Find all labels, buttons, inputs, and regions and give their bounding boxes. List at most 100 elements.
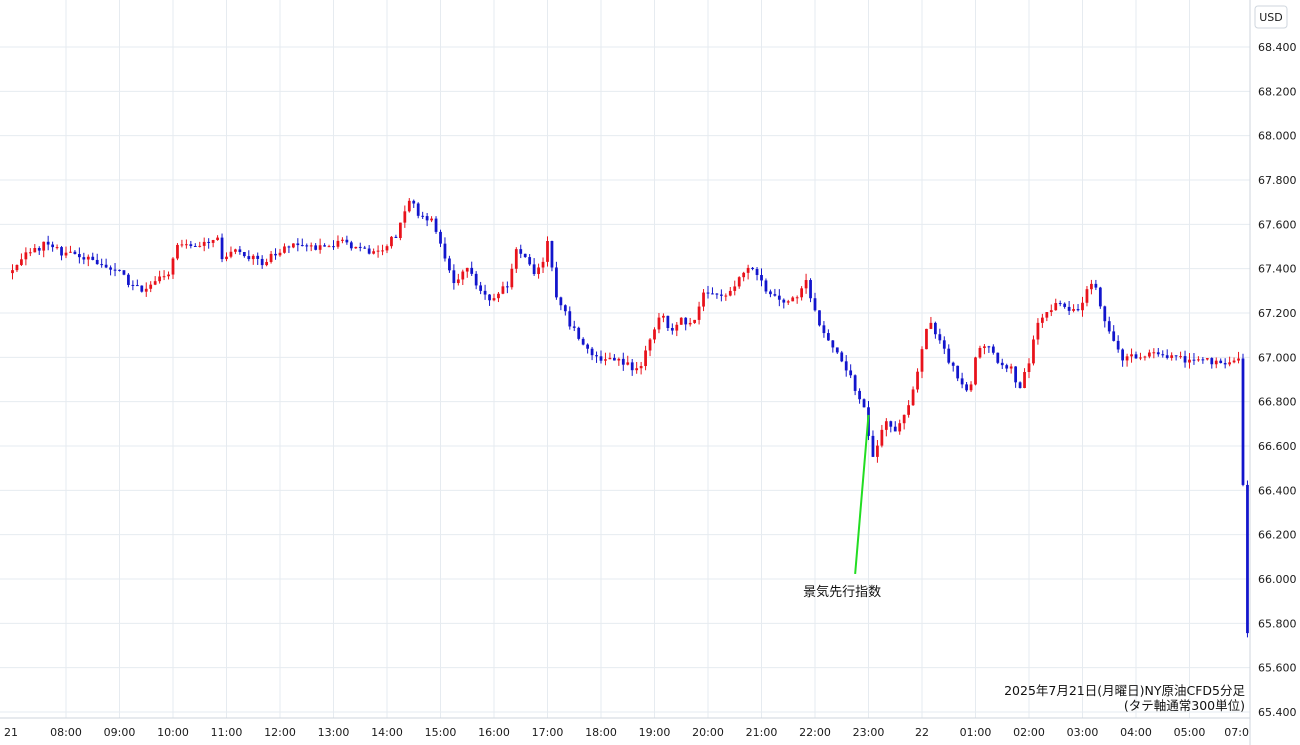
candle <box>974 356 977 386</box>
candle <box>1072 304 1075 313</box>
candle <box>617 357 621 366</box>
x-tick-label: 22:00 <box>799 726 831 739</box>
candle-body <box>572 326 576 328</box>
candle-body <box>1112 331 1116 341</box>
candle-body <box>969 384 973 391</box>
candle-body <box>69 251 72 253</box>
candle-body <box>345 239 349 243</box>
candle <box>800 286 804 301</box>
candle <box>153 276 157 286</box>
candle-body <box>483 290 487 295</box>
candle <box>492 293 496 302</box>
candle <box>434 216 438 234</box>
candle-body <box>46 241 50 245</box>
y-tick-label: 68.200 <box>1258 85 1297 98</box>
candle <box>938 328 942 344</box>
candle-body <box>1192 359 1196 361</box>
candle-body <box>840 352 844 362</box>
candle <box>862 398 866 408</box>
candle <box>541 257 545 273</box>
candle <box>572 320 576 332</box>
candle-body <box>131 284 135 286</box>
candle <box>118 269 121 272</box>
candle <box>211 239 215 248</box>
candle <box>336 235 340 249</box>
candle <box>162 270 166 281</box>
y-tick-label: 67.000 <box>1258 351 1297 364</box>
x-tick-label: 21 <box>4 726 18 739</box>
candle-body <box>1179 356 1182 358</box>
candle-body <box>844 361 848 371</box>
candle-body <box>893 426 897 432</box>
candle-body <box>862 399 866 408</box>
candle <box>73 250 77 255</box>
candle-body <box>349 242 353 249</box>
candle-body <box>461 271 465 280</box>
candle-body <box>434 218 438 232</box>
candle <box>1027 358 1031 379</box>
candle <box>305 243 309 252</box>
candle-body <box>782 299 786 303</box>
candle-body <box>77 254 81 258</box>
candle <box>1246 480 1249 638</box>
candle-body <box>300 245 304 247</box>
candle-body <box>456 279 460 284</box>
candle-body <box>795 297 799 299</box>
candle <box>559 296 563 311</box>
candle-body <box>555 267 558 298</box>
candle <box>372 248 376 255</box>
candle-body <box>381 250 384 252</box>
candle <box>421 211 425 220</box>
candle <box>804 273 808 294</box>
candle-body <box>225 256 228 260</box>
candle-body <box>1116 340 1120 350</box>
candle <box>670 323 674 335</box>
candle-body <box>617 358 621 361</box>
candle <box>1121 348 1125 367</box>
candle-body <box>693 319 697 323</box>
candle-body <box>1228 362 1232 365</box>
candle-body <box>448 258 451 271</box>
candle-body <box>323 245 326 247</box>
candle-body <box>688 322 692 325</box>
candle <box>109 265 112 276</box>
candle-body <box>367 248 371 254</box>
candle <box>822 321 826 338</box>
candle <box>760 268 763 287</box>
candle-body <box>604 359 607 361</box>
candle-body <box>987 346 991 348</box>
candle-body <box>933 322 937 335</box>
candle <box>416 202 420 219</box>
candle-body <box>621 358 625 365</box>
candle-body <box>430 218 433 221</box>
candle <box>933 321 937 339</box>
candle <box>95 253 99 265</box>
candle <box>144 282 148 297</box>
candle <box>202 237 206 252</box>
x-tick-label: 19:00 <box>639 726 671 739</box>
candle <box>978 345 982 359</box>
candle-body <box>1098 287 1102 307</box>
candle-body <box>336 240 340 247</box>
candle <box>242 251 246 258</box>
candle <box>229 246 233 259</box>
candle <box>407 198 411 213</box>
candle <box>332 240 335 250</box>
candle-body <box>1121 349 1125 361</box>
candle-body <box>86 256 90 260</box>
y-tick-label: 67.800 <box>1258 174 1297 187</box>
candle <box>1005 363 1009 373</box>
candle-body <box>577 327 581 339</box>
candle-body <box>1107 321 1111 332</box>
candle-body <box>167 274 170 277</box>
candle-body <box>612 357 616 361</box>
candle <box>1103 305 1107 328</box>
candle-body <box>568 311 572 327</box>
candle-body <box>488 294 491 301</box>
candle <box>1000 358 1004 370</box>
candle-body <box>1000 362 1004 366</box>
candle-body <box>746 267 750 273</box>
candle-body <box>358 246 362 248</box>
